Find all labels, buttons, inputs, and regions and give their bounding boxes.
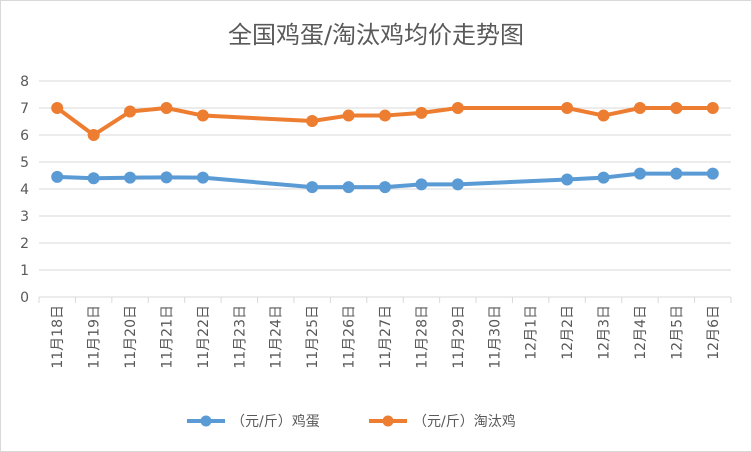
- data-point: [51, 170, 64, 183]
- data-point: [306, 114, 319, 127]
- data-point: [379, 109, 391, 122]
- data-point: [561, 102, 574, 114]
- x-tick-label: 12月2日: [560, 305, 576, 360]
- data-point: [342, 181, 355, 194]
- legend-label-2: （元/斤）淘汰鸡: [413, 413, 516, 430]
- data-point: [706, 102, 719, 114]
- data-point: [87, 129, 100, 141]
- y-tick-label: 6: [20, 128, 29, 144]
- data-point: [196, 109, 209, 122]
- x-tick-label: 11月19日: [87, 305, 103, 369]
- x-tick-label: 11月26日: [342, 305, 358, 369]
- data-point: [415, 106, 428, 119]
- x-tick-label: 11月29日: [451, 305, 467, 369]
- data-point: [160, 171, 173, 184]
- x-tick-label: 11月30日: [487, 305, 503, 369]
- x-tick-label: 11月20日: [123, 305, 139, 369]
- data-point: [87, 172, 100, 185]
- x-tick-label: 12月5日: [669, 305, 685, 360]
- data-point: [124, 171, 137, 184]
- data-point: [451, 102, 464, 114]
- legend: （元/斤）鸡蛋 （元/斤）淘汰鸡: [187, 413, 516, 430]
- data-point: [597, 171, 610, 184]
- x-tick-label: 11月23日: [232, 305, 248, 369]
- x-tick-label: 11月18日: [50, 305, 66, 369]
- x-tick-label: 11月22日: [196, 305, 212, 369]
- data-point: [561, 173, 574, 186]
- data-point: [51, 102, 64, 114]
- x-tick-label: 12月1日: [524, 305, 540, 360]
- data-point: [196, 171, 209, 184]
- data-point: [597, 109, 610, 122]
- y-tick-label: 0: [20, 290, 29, 306]
- x-tick-label: 11月24日: [269, 305, 285, 369]
- y-axis: 0 1 2 3 4 5 6 7 8: [20, 74, 29, 306]
- data-point: [451, 178, 464, 191]
- data-point: [306, 181, 319, 194]
- data-point: [670, 102, 683, 114]
- y-tick-label: 4: [20, 182, 29, 198]
- x-tick-label: 12月6日: [706, 305, 722, 360]
- x-tick-label: 11月25日: [305, 305, 321, 369]
- data-point: [379, 181, 391, 194]
- data-point: [342, 109, 355, 122]
- x-tick-label: 11月21日: [159, 305, 175, 369]
- data-point: [633, 102, 646, 114]
- data-point: [160, 102, 173, 114]
- data-point: [706, 167, 719, 180]
- y-tick-label: 7: [20, 101, 29, 117]
- x-tick-label: 12月3日: [597, 305, 613, 360]
- data-point: [124, 105, 137, 118]
- chart-title: 全国鸡蛋/淘汰鸡均价走势图: [228, 21, 524, 49]
- y-tick-label: 5: [20, 155, 29, 171]
- x-axis: 11月18日 11月19日 11月20日 11月21日 11月22日 11月23日 11月2…: [38, 297, 732, 369]
- y-tick-label: 1: [20, 263, 29, 279]
- x-tick-label: 11月27日: [378, 305, 394, 369]
- x-tick-label: 12月4日: [633, 305, 649, 360]
- y-tick-label: 8: [20, 74, 29, 90]
- data-point: [415, 178, 428, 191]
- legend-label-1: （元/斤）鸡蛋: [231, 413, 320, 430]
- y-tick-label: 3: [20, 209, 29, 225]
- x-tick-label: 11月28日: [414, 305, 430, 369]
- legend-marker-1: [200, 415, 212, 427]
- series-lines: [51, 102, 719, 194]
- legend-marker-2: [382, 415, 394, 427]
- y-tick-label: 2: [20, 236, 29, 252]
- data-point: [670, 167, 683, 180]
- data-point: [633, 167, 646, 180]
